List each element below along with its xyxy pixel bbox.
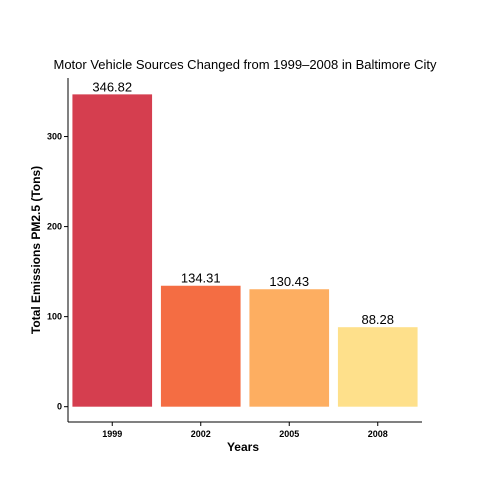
x-axis-label: Years [227, 440, 259, 454]
data-label-2005: 130.43 [269, 274, 309, 289]
y-axis-label: Total Emissions PM2.5 (Tons) [29, 166, 43, 334]
y-tick-label-200: 200 [47, 222, 62, 232]
y-tick-label-300: 300 [47, 132, 62, 142]
x-tick-label-1999: 1999 [102, 429, 122, 439]
data-label-2008: 88.28 [361, 312, 394, 327]
x-tick-label-2008: 2008 [368, 429, 388, 439]
x-tick-label-2002: 2002 [191, 429, 211, 439]
bars-group [72, 94, 418, 407]
bar-2005 [249, 289, 330, 407]
bar-1999 [72, 94, 153, 407]
bar-2008 [337, 327, 418, 407]
data-label-2002: 134.31 [181, 271, 221, 286]
value-labels-group: 346.82 134.31 130.43 88.28 [92, 79, 394, 327]
y-tick-label-0: 0 [57, 402, 62, 412]
chart-title: Motor Vehicle Sources Changed from 1999–… [54, 57, 437, 72]
x-tick-label-2005: 2005 [279, 429, 299, 439]
data-label-1999: 346.82 [92, 79, 132, 94]
y-ticks-group: 0 100 200 300 [47, 132, 68, 412]
bar-2002 [160, 285, 241, 407]
y-tick-label-100: 100 [47, 312, 62, 322]
x-ticks-group: 1999 2002 2005 2008 [102, 422, 388, 439]
